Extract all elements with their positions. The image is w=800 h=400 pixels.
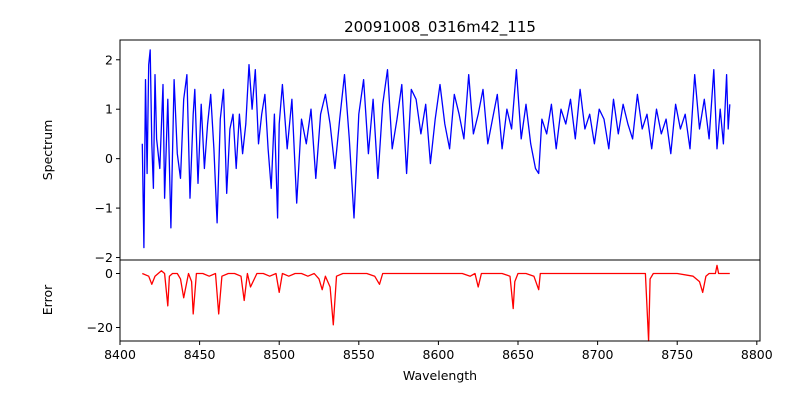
error-x-tick-label: 8650 bbox=[502, 347, 534, 362]
error-panel: 0 −20 8400 8450 8500 8550 8600 8650 8700 8750 8800 bbox=[87, 259, 773, 362]
error-x-tick-label: 8400 bbox=[104, 347, 136, 362]
spectrum-y-tick-label: 1 bbox=[105, 102, 113, 117]
spectrum-y-tick-label: −1 bbox=[95, 201, 113, 216]
error-y-axis-label: Error bbox=[40, 284, 55, 315]
error-y-tick-label: −20 bbox=[87, 320, 113, 335]
spectrum-plot-frame bbox=[119, 39, 761, 261]
error-x-tick-label: 8800 bbox=[741, 347, 773, 362]
error-x-tick-label: 8600 bbox=[423, 347, 455, 362]
error-series-line bbox=[142, 264, 730, 342]
error-x-tick-label: 8750 bbox=[661, 347, 693, 362]
spectrum-y-tick-label: 0 bbox=[105, 151, 113, 166]
spectrum-series-line bbox=[141, 49, 731, 249]
error-x-tick-label: 8450 bbox=[184, 347, 216, 362]
error-plot-frame bbox=[119, 259, 761, 342]
error-x-tick-label: 8550 bbox=[343, 347, 375, 362]
chart-title: 20091008_0316m42_115 bbox=[344, 18, 536, 37]
spectrum-panel: 2 1 0 −1 −2 bbox=[95, 39, 761, 265]
spectrum-y-tick-label: 2 bbox=[105, 52, 113, 67]
x-axis-label: Wavelength bbox=[403, 368, 477, 383]
error-x-tick-label: 8700 bbox=[582, 347, 614, 362]
spectrum-y-tick-label: −2 bbox=[95, 250, 113, 265]
spectrum-y-axis-label: Spectrum bbox=[40, 120, 55, 181]
error-x-tick-label: 8500 bbox=[263, 347, 295, 362]
error-y-tick-label: 0 bbox=[105, 266, 113, 281]
